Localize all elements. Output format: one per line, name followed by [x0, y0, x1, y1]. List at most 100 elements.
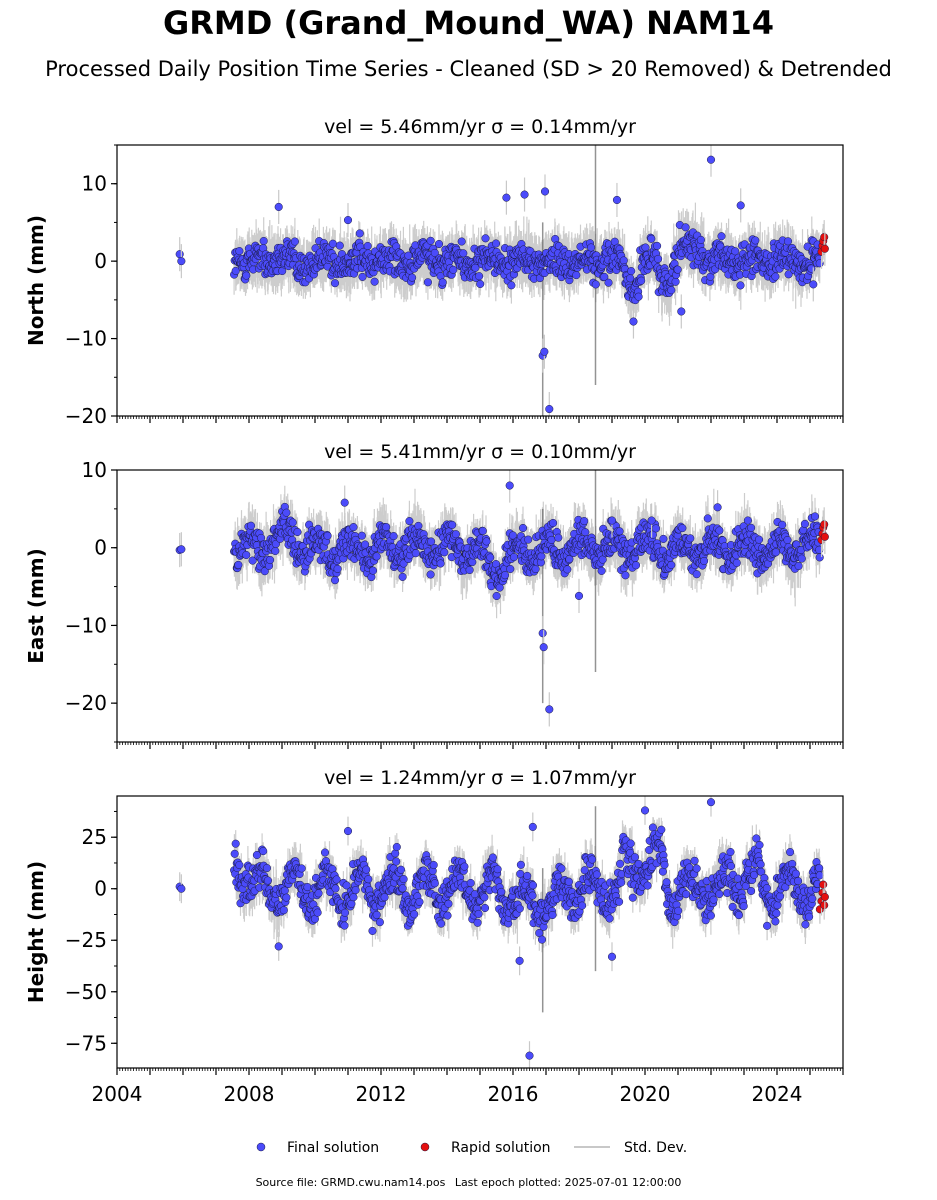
- y-tick-label: −20: [65, 404, 107, 428]
- data-point: [443, 911, 452, 920]
- data-point: [732, 558, 741, 567]
- y-axis-label: East (mm): [24, 548, 48, 664]
- data-point: [493, 865, 502, 874]
- data-point: [628, 893, 637, 902]
- data-point: [335, 241, 344, 250]
- data-point: [572, 271, 581, 280]
- data-point: [507, 281, 516, 290]
- data-point: [380, 893, 389, 902]
- final-point: [736, 201, 745, 210]
- data-point: [242, 271, 251, 280]
- data-point: [444, 899, 453, 908]
- data-point: [355, 229, 364, 238]
- panel-title: vel = 1.24mm/yr σ = 1.07mm/yr: [324, 767, 636, 789]
- data-point: [703, 514, 712, 523]
- data-point: [794, 877, 803, 886]
- data-point: [478, 526, 487, 535]
- y-axis-label: North (mm): [24, 215, 48, 346]
- final-point: [612, 195, 622, 205]
- data-point: [690, 856, 699, 865]
- data-point: [392, 842, 401, 852]
- data-point: [235, 860, 244, 870]
- data-point: [597, 566, 606, 575]
- data-point: [508, 531, 517, 540]
- data-point: [414, 521, 423, 530]
- data-point: [242, 550, 251, 560]
- data-point: [739, 902, 748, 911]
- data-point: [706, 911, 715, 920]
- data-point: [662, 878, 671, 887]
- data-point: [392, 857, 401, 866]
- data-point: [410, 910, 419, 919]
- data-point: [756, 860, 765, 869]
- data-point: [773, 901, 782, 910]
- data-point: [465, 565, 474, 575]
- data-point: [673, 265, 682, 274]
- data-point: [548, 910, 557, 920]
- data-point: [349, 523, 358, 532]
- data-point: [457, 237, 466, 246]
- data-point: [330, 576, 340, 585]
- data-point: [604, 278, 613, 287]
- final-point: [343, 826, 353, 836]
- data-point: [459, 249, 468, 258]
- data-point: [231, 839, 240, 848]
- data-point: [815, 864, 824, 873]
- data-point: [786, 848, 795, 857]
- data-point: [667, 560, 676, 570]
- data-point: [674, 906, 683, 915]
- y-tick-label: −10: [65, 327, 107, 351]
- data-point: [660, 860, 669, 869]
- data-point: [658, 867, 667, 876]
- data-point: [784, 270, 793, 279]
- data-point: [279, 906, 288, 915]
- data-point: [411, 549, 420, 558]
- data-point: [266, 555, 275, 565]
- data-point: [807, 264, 816, 273]
- data-point: [643, 881, 652, 890]
- data-point: [515, 904, 524, 913]
- data-point: [426, 570, 435, 579]
- axes-frame: [116, 795, 844, 1069]
- data-point: [734, 911, 743, 920]
- data-point: [772, 909, 781, 918]
- final-point: [809, 280, 818, 289]
- final-point: [574, 591, 584, 600]
- data-point: [537, 552, 546, 561]
- footer-source: Source file: GRMD.cwu.nam14.pos: [255, 1176, 446, 1189]
- data-point: [681, 223, 690, 232]
- data-point: [580, 517, 589, 526]
- data-point: [653, 241, 662, 250]
- data-point: [578, 901, 587, 910]
- data-point: [364, 875, 373, 884]
- data-point: [797, 554, 806, 563]
- final-point: [640, 806, 650, 815]
- footer: Source file: GRMD.cwu.nam14.pos Last epo…: [0, 1176, 937, 1189]
- final-point: [525, 1051, 534, 1060]
- data-point: [389, 532, 398, 541]
- final-point: [677, 307, 686, 316]
- data-point: [259, 236, 268, 246]
- axes-frame: [116, 469, 844, 743]
- final-point: [538, 629, 547, 638]
- data-point: [476, 279, 485, 289]
- legend-rapid-marker: [420, 1142, 430, 1152]
- data-point: [682, 890, 691, 899]
- data-point: [771, 272, 780, 281]
- data-point: [671, 277, 680, 286]
- data-point: [752, 834, 761, 843]
- data-point: [358, 272, 367, 281]
- data-point: [361, 540, 370, 549]
- final-point: [545, 705, 554, 714]
- data-point: [362, 865, 371, 874]
- data-point: [657, 825, 666, 834]
- data-point: [771, 548, 780, 557]
- data-point: [762, 884, 771, 893]
- final-point: [540, 187, 550, 196]
- data-point: [460, 862, 469, 871]
- data-point: [815, 553, 824, 562]
- data-point: [783, 535, 792, 545]
- y-tick-label: 0: [94, 877, 107, 901]
- data-point: [801, 920, 810, 929]
